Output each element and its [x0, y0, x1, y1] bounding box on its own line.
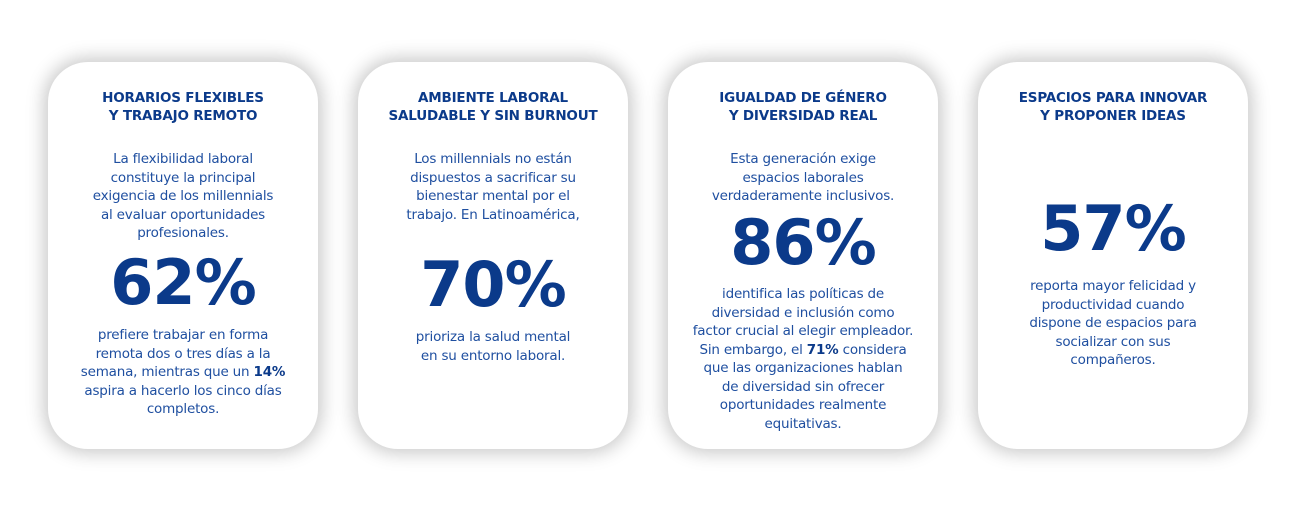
- card-gender-equality: IGUALDAD DE GÉNERO Y DIVERSIDAD REAL Est…: [668, 62, 938, 449]
- stat-value: 57%: [1040, 192, 1186, 265]
- card-healthy-environment: AMBIENTE LABORAL SALUDABLE Y SIN BURNOUT…: [358, 62, 628, 449]
- stat-value: 70%: [420, 248, 566, 321]
- card-detail: prioriza la salud mental en su entorno l…: [415, 329, 571, 364]
- highlight-stat: 14%: [253, 364, 286, 380]
- stat-value: 86%: [730, 206, 876, 279]
- highlight-stat: 71%: [806, 341, 839, 358]
- detail-text: considera que las organizaciones hablan …: [703, 341, 907, 432]
- card-intro: La flexibilidad laboral constituye la pr…: [92, 151, 274, 241]
- card-innovation-spaces: ESPACIOS PARA INNOVAR Y PROPONER IDEAS 5…: [978, 62, 1248, 449]
- card-intro: Esta generación exige espacios laborales…: [711, 151, 895, 204]
- card-title: HORARIOS FLEXIBLES Y TRABAJO REMOTO: [102, 90, 264, 124]
- detail-text: prefiere trabajar en forma remota dos o …: [80, 327, 271, 380]
- stat-value: 62%: [110, 246, 256, 319]
- card-title: IGUALDAD DE GÉNERO Y DIVERSIDAD REAL: [719, 90, 887, 124]
- detail-text: identifica las políticas de diversidad e…: [692, 286, 914, 358]
- card-title: ESPACIOS PARA INNOVAR Y PROPONER IDEAS: [1018, 90, 1208, 124]
- card-detail: reporta mayor felicidad y productividad …: [1029, 278, 1197, 368]
- card-detail: prefiere trabajar en forma remota dos o …: [58, 326, 308, 419]
- card-flexible-hours: HORARIOS FLEXIBLES Y TRABAJO REMOTO La f…: [48, 62, 318, 449]
- card-title: AMBIENTE LABORAL SALUDABLE Y SIN BURNOUT: [388, 90, 598, 124]
- card-detail: identifica las políticas de diversidad e…: [678, 285, 928, 433]
- detail-text: aspira a hacerlo los cinco días completo…: [84, 382, 282, 418]
- card-intro: Los millennials no están dispuestos a sa…: [406, 151, 580, 223]
